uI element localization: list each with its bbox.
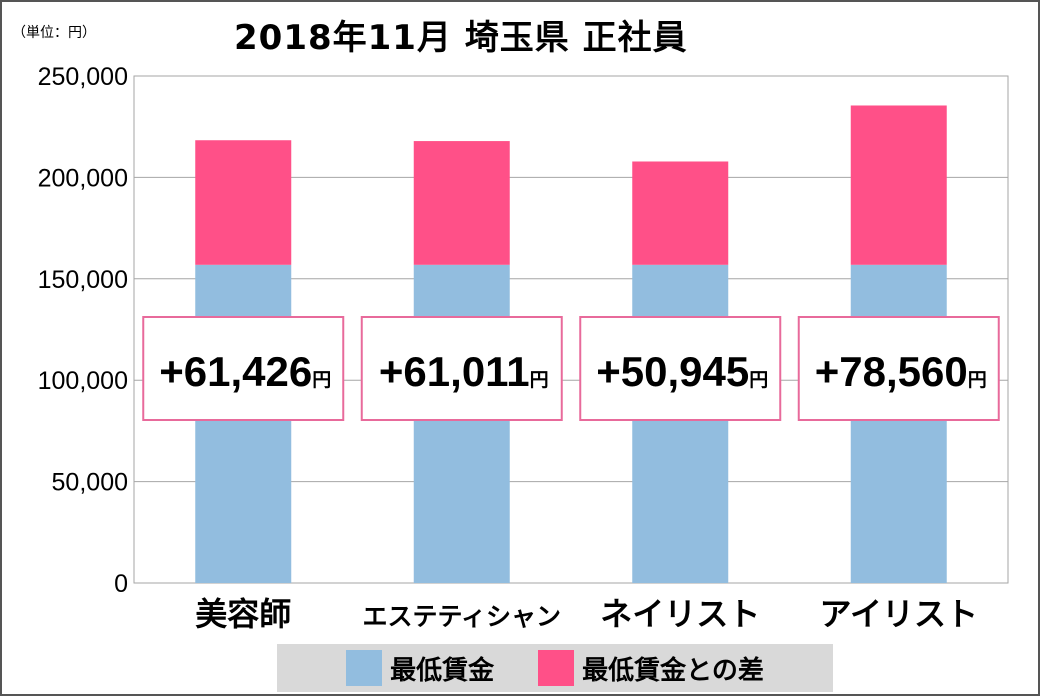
y-tick-label: 50,000: [52, 469, 128, 497]
y-tick-label: 150,000: [38, 266, 128, 294]
legend: 最低賃金 最低賃金との差: [277, 644, 833, 692]
data-label-value: +78,560: [815, 348, 968, 395]
data-label-unit: 円: [749, 369, 768, 391]
data-label-box: [797, 316, 1000, 421]
legend-label-difference: 最低賃金との差: [582, 655, 764, 686]
bar-difference: [195, 140, 292, 265]
data-label-box: [579, 316, 782, 421]
bar-minimum-wage: [632, 264, 729, 583]
legend-item-difference: 最低賃金との差: [538, 650, 764, 687]
data-label-value: +61,011: [379, 348, 530, 395]
data-label-unit: 円: [312, 369, 331, 391]
bar-minimum-wage: [195, 264, 292, 583]
y-axis-ticks: 0 50,000 100,000 150,000 200,000 250,000: [38, 63, 128, 598]
bar-difference: [413, 141, 510, 265]
legend-item-minimum-wage: 最低賃金: [346, 650, 494, 687]
bar-difference: [632, 161, 729, 265]
y-tick-label: 250,000: [38, 63, 128, 91]
data-label-box: [142, 316, 345, 421]
data-label: +78,560円: [815, 348, 987, 395]
data-label-value: +61,426: [159, 348, 312, 395]
data-label-unit: 円: [968, 369, 987, 391]
unit-label: （単位：円）: [12, 25, 96, 41]
bar-minimum-wage: [850, 264, 947, 583]
x-category-label: ネイリスト: [600, 595, 760, 633]
bar-minimum-wage: [413, 264, 510, 583]
y-tick-label: 200,000: [38, 164, 128, 192]
plot-area: [133, 75, 1009, 584]
data-label-box: [360, 316, 563, 421]
legend-swatch-difference: [538, 650, 575, 686]
chart-title: 2018年11月 埼玉県 正社員: [234, 18, 688, 58]
x-category-label: アイリスト: [820, 595, 978, 633]
data-label: +61,426円: [159, 348, 331, 395]
bar-difference: [850, 105, 947, 265]
x-axis-categories: 美容師 エステティシャン ネイリスト アイリスト: [195, 595, 978, 633]
legend-label-minimum-wage: 最低賃金: [390, 655, 495, 686]
legend-swatch-minimum-wage: [346, 650, 383, 686]
y-tick-label: 0: [114, 570, 128, 598]
data-label: +61,011円: [379, 348, 549, 395]
data-label: +50,945円: [596, 348, 768, 395]
data-label-value: +50,945: [596, 348, 749, 395]
y-tick-label: 100,000: [38, 367, 128, 395]
x-category-label: 美容師: [195, 595, 291, 633]
data-label-unit: 円: [530, 369, 549, 391]
data-labels: +61,426円 +61,011円 +50,945円 +78,560円: [142, 316, 1000, 421]
x-category-label: エステティシャン: [362, 602, 561, 631]
